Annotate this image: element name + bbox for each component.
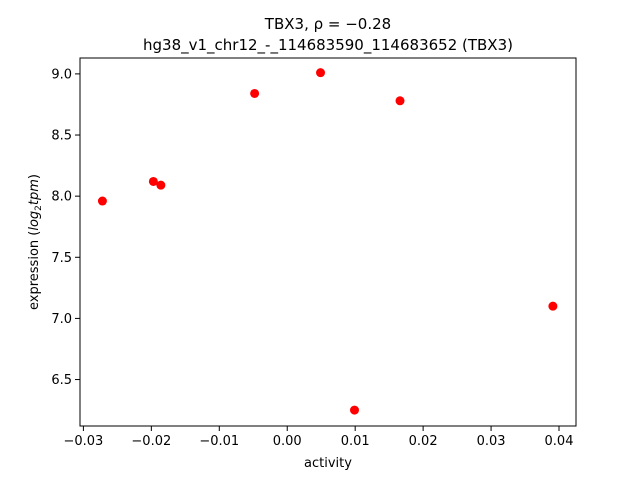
y-tick-label: 7.0 [51,312,72,327]
data-point-7 [395,96,405,106]
data-point-1 [97,196,107,206]
y-tick-label: 9.0 [51,67,72,82]
x-tick-label: −0.03 [63,434,103,449]
data-point-3 [156,180,166,190]
x-tick-label: 0.01 [341,434,370,449]
y-tick-label: 6.5 [51,373,72,388]
y-axis-label-suffix: ) [27,174,42,179]
x-tick-label: −0.02 [131,434,171,449]
plot-area-frame [79,57,577,427]
y-tick-label: 8.0 [51,190,72,205]
data-point-5 [316,68,326,78]
x-tick-label: 0.02 [409,434,438,449]
y-axis-label-subscript: 2 [34,205,44,211]
x-tick-label: 0.03 [477,434,506,449]
y-axis-label-log: log [27,211,42,231]
data-point-8 [548,301,558,311]
x-axis-label: activity [304,456,352,471]
data-points [97,68,558,415]
x-axis-ticks: −0.03 −0.02 −0.01 0.00 0.01 0.02 0.03 0.04 [63,426,573,449]
chart-title-line-1: TBX3, ρ = −0.28 [264,15,391,33]
y-axis-ticks: 6.5 7.0 7.5 8.0 8.5 9.0 [51,67,80,388]
data-point-6 [349,405,359,415]
x-tick-label: −0.01 [199,434,239,449]
data-point-2 [148,176,158,186]
y-axis-label-tpm: tpm [27,179,42,205]
y-tick-label: 7.5 [51,251,72,266]
y-axis-label-prefix: expression ( [27,231,42,310]
x-tick-label: 0.04 [545,434,574,449]
y-tick-label: 8.5 [51,129,72,144]
data-point-4 [250,88,260,98]
chart-title-line-2: hg38_v1_chr12_-_114683590_114683652 (TBX… [143,36,513,55]
x-tick-label: 0.00 [273,434,302,449]
y-axis-label: expression (log2tpm) [27,174,44,310]
